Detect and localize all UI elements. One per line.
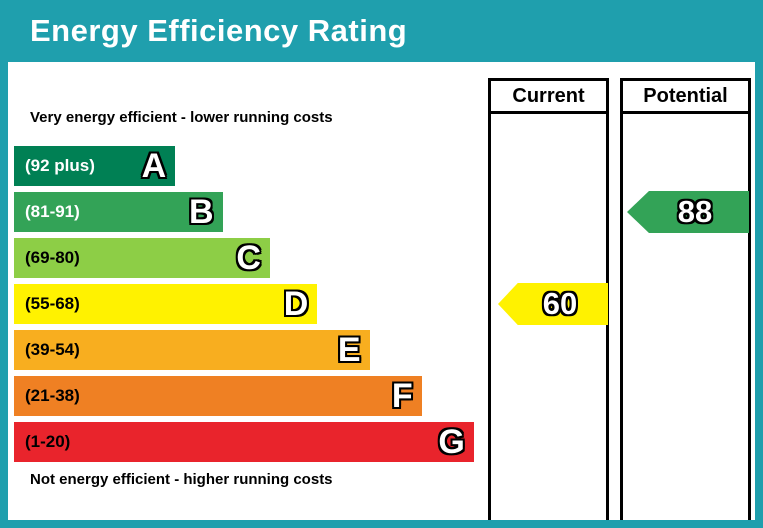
band-letter: B (188, 193, 214, 231)
chart-content: Current Potential Very energy efficient … (8, 62, 755, 520)
band-row: (1-20) G (14, 422, 488, 468)
band-row: (39-54) E (14, 330, 488, 376)
band-range-label: (1-20) (25, 432, 71, 451)
current-column-header: Current (491, 81, 606, 114)
band-letter: D (283, 285, 309, 323)
title-bar: Energy Efficiency Rating (0, 0, 763, 62)
band-bar-g: (1-20) G (14, 422, 474, 462)
band-bar-a: (92 plus) A (14, 146, 176, 186)
band-row: (21-38) F (14, 376, 488, 422)
band-range-label: (39-54) (25, 340, 80, 359)
potential-column-header: Potential (623, 81, 748, 114)
band-row: (81-91) B (14, 192, 488, 238)
band-bar-c: (69-80) C (14, 238, 270, 278)
top-note: Very energy efficient - lower running co… (30, 109, 333, 126)
band-row: (55-68) D (14, 284, 488, 330)
potential-rating-value: 88 (677, 194, 713, 229)
band-row: (69-80) C (14, 238, 488, 284)
band-letter: F (391, 377, 413, 415)
band-bar-d: (55-68) D (14, 284, 318, 324)
page-title: Energy Efficiency Rating (30, 13, 408, 48)
band-row: (92 plus) A (14, 146, 488, 192)
band-range-label: (69-80) (25, 248, 80, 267)
band-letter: E (337, 331, 361, 369)
current-rating-arrow: 60 (498, 283, 608, 325)
rating-bands: (92 plus) A (81-91) B (69-80) C (55-68) (14, 146, 488, 468)
band-bar-e: (39-54) E (14, 330, 370, 370)
bottom-note: Not energy efficient - higher running co… (30, 471, 333, 488)
band-range-label: (92 plus) (25, 156, 95, 175)
potential-rating-arrow: 88 (627, 191, 749, 233)
band-letter: A (141, 147, 167, 185)
potential-column: Potential (620, 78, 751, 520)
band-letter: G (438, 423, 465, 461)
band-letter: C (236, 239, 261, 277)
band-range-label: (21-38) (25, 386, 80, 405)
band-range-label: (55-68) (25, 294, 80, 313)
band-bar-b: (81-91) B (14, 192, 223, 232)
current-rating-value: 60 (542, 286, 578, 321)
band-range-label: (81-91) (25, 202, 80, 221)
band-bar-f: (21-38) F (14, 376, 422, 416)
